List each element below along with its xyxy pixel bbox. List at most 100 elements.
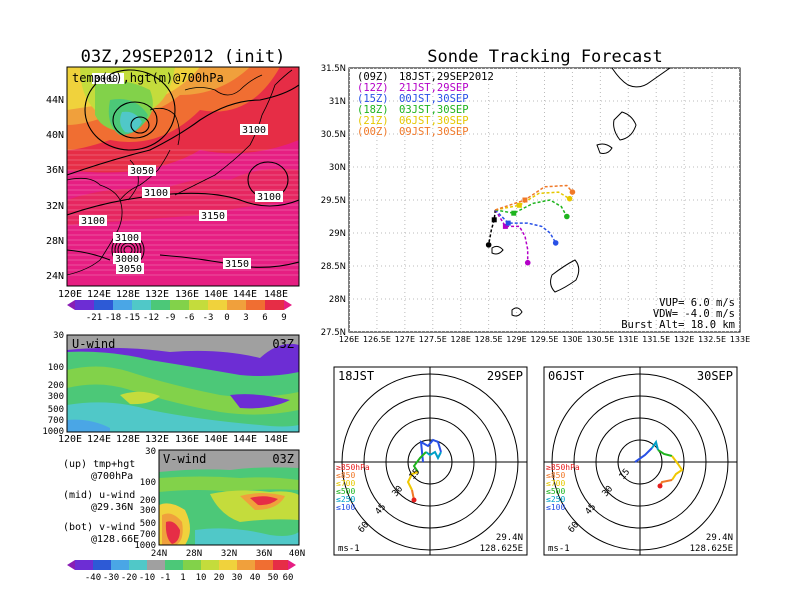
contour-label: 3150 <box>225 259 249 270</box>
track-landing-point <box>524 259 531 266</box>
uwind-lon-tick: 144E <box>233 434 257 445</box>
vwind-p-tick: 30 <box>145 447 156 457</box>
hodo2-lat: 29.4N <box>706 533 733 543</box>
wind-cbar-tick: 40 <box>250 573 261 583</box>
map-lon-tick: 136E <box>175 289 199 300</box>
uwind-p-tick: 100 <box>48 363 64 373</box>
uwind-p-tick: 700 <box>48 416 64 426</box>
temperature-colorbar: -21 -18 -15 -12 -9 -6 -3 0 3 6 9 <box>67 300 292 323</box>
map-lon-tick: 140E <box>204 289 228 300</box>
hodo1-level-legend: ≤700 <box>336 479 355 488</box>
vwind-lat-tick: 28N <box>186 549 202 559</box>
hodo2-level-legend: ≤850 <box>546 471 565 480</box>
hodo2-lon: 128.625E <box>690 544 733 554</box>
temp-cbar-tick: 0 <box>224 313 229 323</box>
track-x-tick: 129.5E <box>531 335 559 344</box>
temperature-map-panel: 3000 3050 3100 3100 3100 3100 3150 3150 … <box>67 67 299 286</box>
track-y-tick: 28.5N <box>321 262 346 272</box>
track-launch-marker <box>505 220 511 226</box>
wind-cbar-tick: 50 <box>268 573 279 583</box>
uwind-p-tick: 500 <box>48 405 64 415</box>
wind-cbar-tick: 1 <box>180 573 185 583</box>
wind-cbar-tick: 10 <box>196 573 207 583</box>
contour-label: 3000 <box>94 74 118 85</box>
track-x-tick: 126E <box>339 335 359 344</box>
temp-cbar-tick: -12 <box>143 313 159 323</box>
contour-label: 3050 <box>118 264 142 275</box>
hodograph-06jst-panel <box>543 366 738 556</box>
note-bot-line2: @128.66E <box>91 534 139 545</box>
map-lon-tick: 148E <box>264 289 288 300</box>
hodo1-level-legend: ≥850hPa <box>336 463 370 472</box>
wind-colorbar: -40 -30 -20 -10 -1 1 10 20 30 40 50 60 <box>67 560 296 583</box>
hodo2-time-label: 06JST <box>548 369 584 383</box>
note-bot-line1: (bot) v-wind <box>63 522 135 533</box>
temp-cbar-tick: 6 <box>262 313 267 323</box>
vwind-label: V-wind <box>163 452 206 466</box>
track-series-line <box>487 209 497 246</box>
track-y-tick: 28N <box>329 295 346 305</box>
track-landing-point <box>569 189 576 195</box>
note-mid-line1: (mid) u-wind <box>63 490 135 501</box>
vwind-lat-tick: 32N <box>221 549 237 559</box>
temp-cbar-tick: -6 <box>184 313 195 323</box>
hodograph-18jst-panel <box>333 366 528 556</box>
track-landing-point <box>566 195 573 202</box>
temp-cbar-tick: 3 <box>243 313 248 323</box>
vwind-p-tick: 500 <box>140 519 156 529</box>
hodo1-unit: ms-1 <box>338 544 360 554</box>
uwind-lon-tick: 136E <box>175 434 199 445</box>
track-series-line <box>495 199 568 217</box>
uwind-p-tick: 1000 <box>42 427 64 437</box>
temp-cbar-tick: -21 <box>86 313 102 323</box>
hodo2-date-label: 30SEP <box>697 369 733 383</box>
contour-label: 3100 <box>242 125 266 136</box>
map-lat-tick: 32N <box>46 201 64 212</box>
map-lon-tick: 144E <box>233 289 257 300</box>
track-y-tick: 31N <box>329 97 346 107</box>
track-launch-marker <box>502 223 508 229</box>
track-land-outlines <box>491 68 671 317</box>
map-lat-tick: 24N <box>46 271 64 282</box>
left-title: 03Z,29SEP2012 (init) <box>81 47 286 67</box>
temp-cbar-tick: 9 <box>281 313 286 323</box>
track-x-tick: 131E <box>618 335 638 344</box>
hodo1-level-legend: ≤850 <box>336 471 355 480</box>
track-landing-point <box>485 242 492 248</box>
map-field-label: temp(C),hgt(m)@700hPa <box>72 71 224 85</box>
contour-label: 3150 <box>201 211 225 222</box>
vwind-p-tick: 700 <box>140 530 156 540</box>
track-landing-point <box>552 240 559 246</box>
uwind-lon-tick: 128E <box>116 434 140 445</box>
track-series-line <box>495 191 570 211</box>
wind-cbar-tick: -1 <box>160 573 171 583</box>
track-y-tick: 30N <box>329 163 346 173</box>
track-legend-text: 00JST,30SEP <box>399 93 469 105</box>
hodo1-date-label: 29SEP <box>487 369 523 383</box>
hodo2-level-legend: ≤100 <box>546 503 565 512</box>
vwind-lat-tick: 36N <box>256 549 272 559</box>
track-legend-code: (00Z) <box>357 126 389 138</box>
track-x-tick: 128.5E <box>475 335 503 344</box>
note-up-line2: @700hPa <box>91 471 133 482</box>
vwind-cross-section <box>159 450 299 545</box>
hodo2-level-legend: ≤500 <box>546 487 565 496</box>
track-x-tick: 133E <box>730 335 750 344</box>
wind-cbar-tick: 20 <box>214 573 225 583</box>
track-x-tick: 128E <box>451 335 471 344</box>
uwind-cross-section <box>67 335 299 432</box>
wind-cbar-tick: -20 <box>121 573 137 583</box>
note-mid-line2: @29.36N <box>91 502 133 513</box>
uwind-lon-tick: 140E <box>204 434 228 445</box>
uwind-p-tick: 300 <box>48 392 64 402</box>
track-y-tick: 31.5N <box>321 64 346 74</box>
track-x-tick: 131.5E <box>642 335 670 344</box>
track-legend-code: (09Z) <box>357 71 389 83</box>
contour-label: 3100 <box>144 188 168 199</box>
hodo1-lat: 29.4N <box>496 533 523 543</box>
hodo1-level-legend: ≤100 <box>336 503 355 512</box>
track-x-tick: 127.5E <box>419 335 447 344</box>
track-y-tick: 30.5N <box>321 130 346 140</box>
wind-cbar-tick: 30 <box>232 573 243 583</box>
track-legend-text: 09JST,30SEP <box>399 126 469 138</box>
